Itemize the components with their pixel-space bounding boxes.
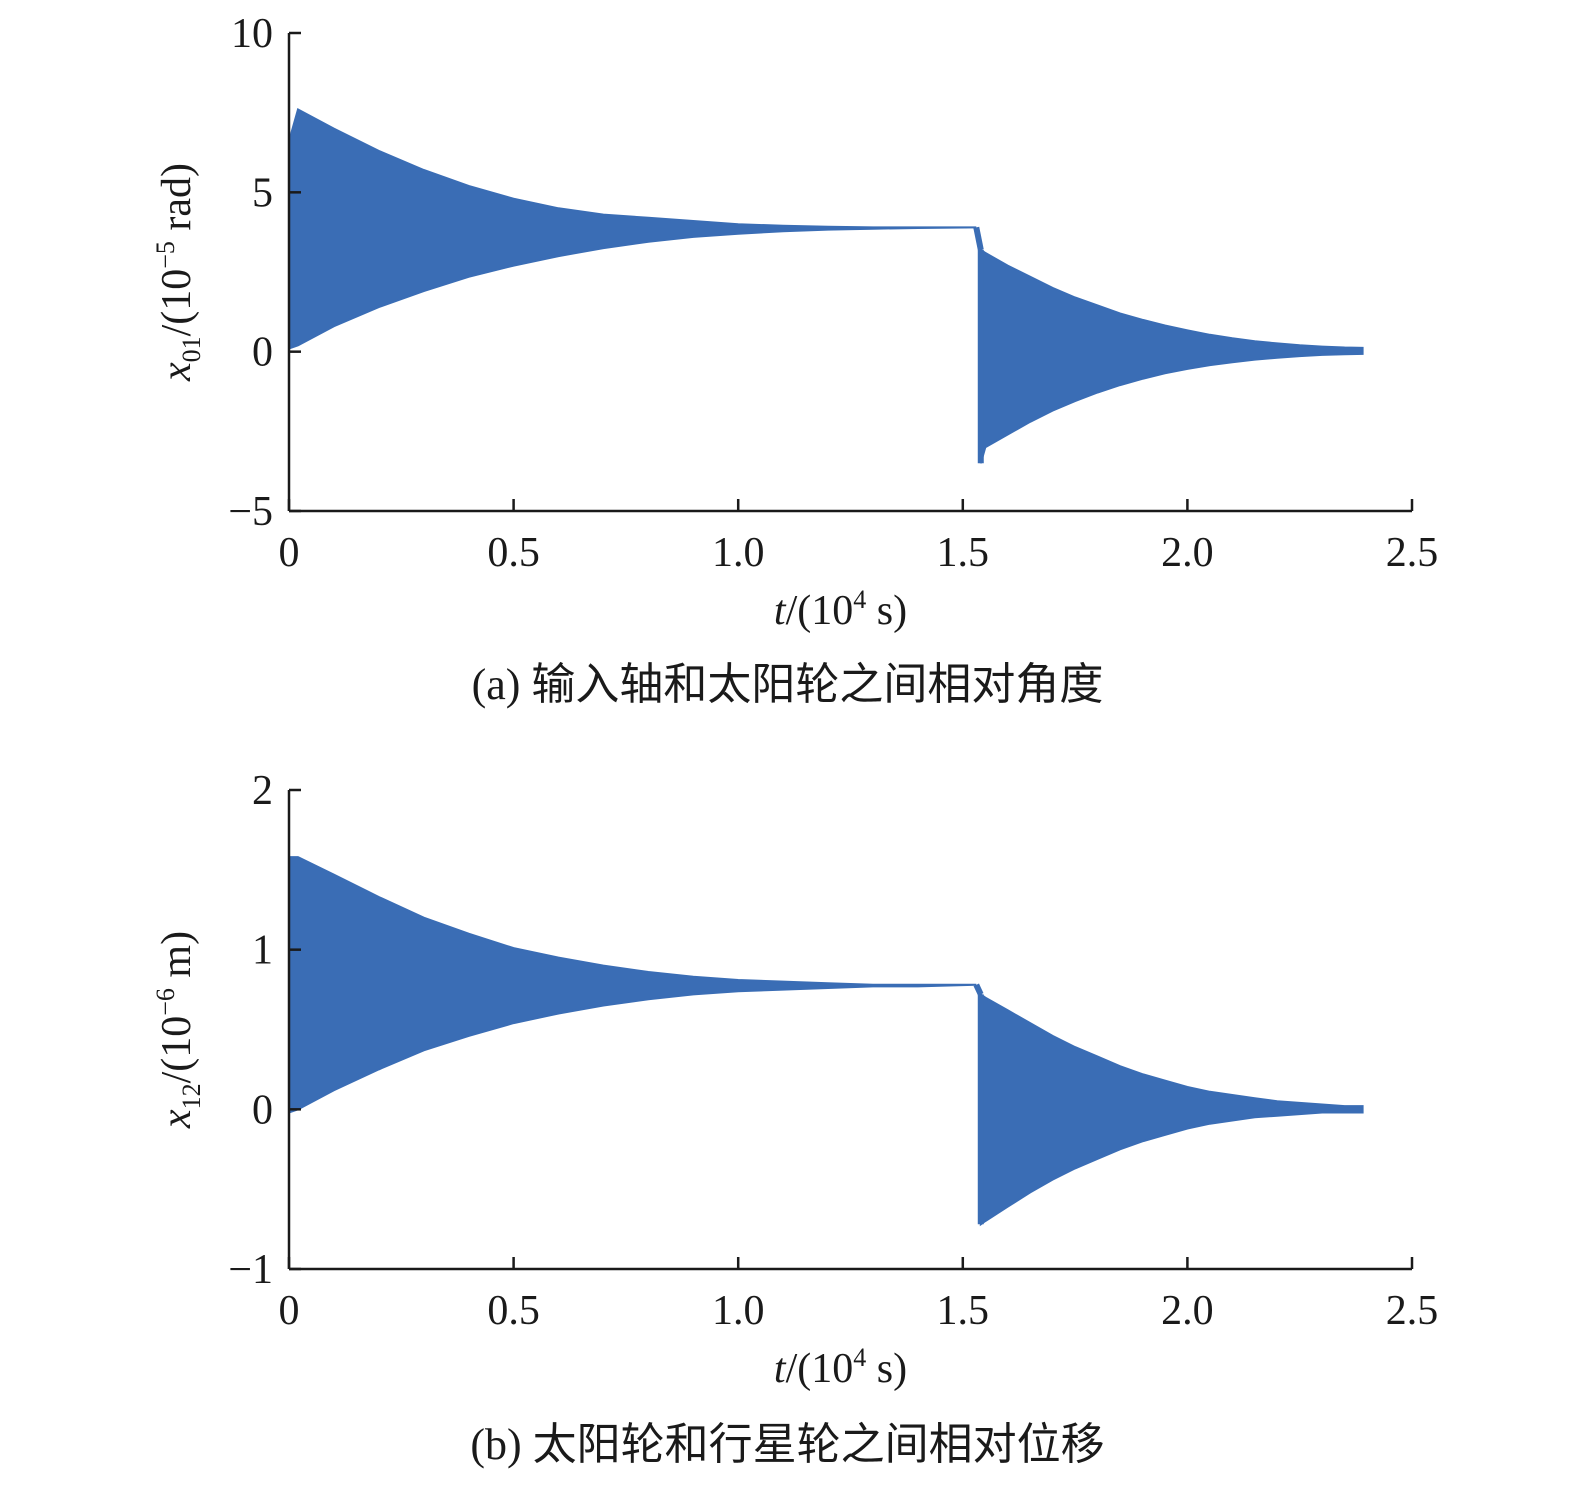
caption-a: (a) 输入轴和太阳轮之间相对角度 xyxy=(471,660,1104,709)
caption-b: (b) 太阳轮和行星轮之间相对位移 xyxy=(470,1420,1105,1469)
x-tick-label-a: 1.0 xyxy=(712,530,765,576)
x-tick-label-a: 1.5 xyxy=(937,530,990,576)
y-tick-label-a: 5 xyxy=(252,170,273,216)
y-tick-label-a: 0 xyxy=(252,330,273,376)
y-axis-label-a: x01/(10−5 rad) xyxy=(151,163,206,382)
x-tick-label-a: 0.5 xyxy=(487,530,540,576)
x-tick-label-a: 0 xyxy=(279,530,300,576)
x-tick-label-b: 2.0 xyxy=(1161,1288,1214,1334)
x-tick-label-b: 1.5 xyxy=(937,1288,990,1334)
y-tick-label-b: 2 xyxy=(252,768,273,814)
x-tick-label-b: 0.5 xyxy=(487,1288,540,1334)
jump-line-b xyxy=(973,983,984,996)
x-tick-label-a: 2.5 xyxy=(1386,530,1439,576)
response-band-b-1 xyxy=(288,856,977,1114)
x-tick-label-a: 2.0 xyxy=(1161,530,1214,576)
x-tick-label-b: 0 xyxy=(279,1288,300,1334)
jump-line-a xyxy=(973,226,984,251)
y-tick-label-a: 10 xyxy=(231,11,273,57)
y-tick-label-b: −1 xyxy=(228,1247,273,1293)
x-axis-label-b: t/(104 s) xyxy=(774,1343,907,1392)
x-tick-label-b: 1.0 xyxy=(712,1288,765,1334)
y-axis-label-b: x12/(10−6 m) xyxy=(151,931,206,1129)
x-tick-label-b: 2.5 xyxy=(1386,1288,1439,1334)
x-axis-label-a: t/(104 s) xyxy=(774,585,907,634)
y-tick-label-a: −5 xyxy=(228,489,273,535)
y-tick-label-b: 1 xyxy=(252,928,273,974)
y-tick-label-b: 0 xyxy=(252,1087,273,1133)
response-band-b-2 xyxy=(979,992,1364,1227)
response-band-a-2 xyxy=(979,247,1364,464)
response-band-a-1 xyxy=(288,108,977,350)
